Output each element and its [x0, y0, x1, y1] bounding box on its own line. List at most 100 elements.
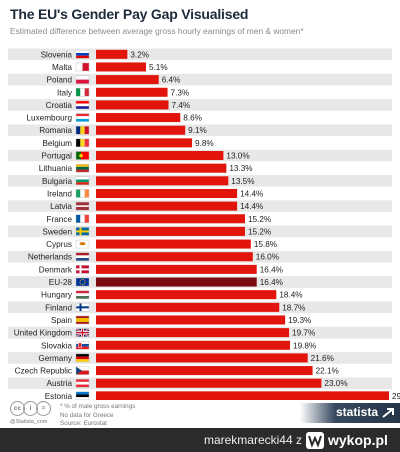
bar: [96, 366, 313, 376]
value-label: 3.2%: [130, 50, 149, 59]
wykop-logo[interactable]: wykop.pl: [306, 432, 392, 449]
bar-row-portugal: Portugal 13.0%: [8, 149, 392, 162]
country-label: Bulgaria: [42, 177, 72, 186]
bar-row-germany: Germany 21.6%: [8, 352, 392, 364]
bar-row-bulgaria: Bulgaria 13.5%: [8, 175, 392, 187]
country-label: Austria: [47, 379, 73, 388]
bar: [96, 62, 146, 72]
value-label: 13.3%: [229, 164, 252, 173]
chart-title: The EU's Gender Pay Gap Visualised: [10, 6, 249, 22]
country-label: Ireland: [47, 189, 72, 198]
bar: [96, 239, 251, 249]
bar: [96, 163, 227, 173]
country-label: Latvia: [50, 202, 72, 211]
flag-poland-icon: [75, 75, 90, 84]
country-label: United Kingdom: [14, 329, 72, 338]
flag-italy-icon: [75, 88, 90, 97]
wykop-logo-text: wykop.pl: [328, 432, 388, 448]
wykop-logo-icon: [306, 432, 324, 449]
country-label: Finland: [45, 303, 72, 312]
bar-row-malta: Malta 5.1%: [52, 62, 168, 72]
country-label: EU-28: [49, 278, 73, 287]
flag-latvia-icon: [75, 201, 90, 211]
bar-row-spain: Spain 19.3%: [51, 315, 311, 325]
flag-finland-icon: [75, 303, 90, 312]
bar-row-slovakia: Slovakia 19.8%: [41, 340, 316, 350]
bar: [96, 151, 224, 161]
bar: [96, 125, 186, 135]
flag-ireland-icon: [75, 189, 90, 198]
value-label: 14.4%: [240, 202, 263, 211]
flag-portugal-icon: [75, 151, 90, 160]
country-label: Portugal: [42, 152, 73, 161]
flag-romania-icon: [75, 126, 90, 135]
value-label: 18.4%: [279, 291, 302, 300]
bar: [96, 75, 159, 85]
flag-netherlands-icon: [75, 252, 90, 261]
bar: [96, 226, 245, 236]
flag-hungary-icon: [75, 290, 90, 299]
country-label: Croatia: [46, 101, 73, 110]
flag-belgium-icon: [75, 138, 90, 148]
bar: [96, 264, 257, 274]
value-label: 14.4%: [240, 189, 263, 198]
country-label: Denmark: [39, 265, 73, 274]
country-label: Slovenia: [41, 50, 73, 59]
footnote-percent: * % of male gross earnings: [60, 403, 136, 410]
bar-row-ireland: Ireland 14.4%: [47, 188, 263, 198]
value-label: 7.3%: [171, 88, 190, 97]
value-label: 16.4%: [260, 278, 283, 287]
footnote-source: Source: Eurostat: [60, 420, 107, 427]
country-label: Sweden: [42, 227, 72, 236]
row-stripe: [8, 99, 392, 111]
flag-bulgaria-icon: [75, 176, 90, 186]
bar: [96, 290, 277, 300]
bar: [96, 315, 286, 325]
value-label: 9.8%: [195, 139, 214, 148]
bar-row-slovenia: Slovenia 3.2%: [8, 48, 392, 61]
country-label: France: [47, 215, 73, 224]
flag-denmark-icon: [75, 265, 90, 274]
bar: [96, 391, 390, 400]
value-label: 15.2%: [248, 215, 271, 224]
flag-slovenia-icon: [75, 50, 90, 59]
bar-row-netherlands: Netherlands 16.0%: [8, 250, 392, 263]
value-label: 22.1%: [316, 367, 339, 376]
bar-row-eu-28: EU-28 16.4%: [8, 276, 392, 288]
flag-cyprus-icon: [75, 239, 90, 249]
row-stripe: [8, 48, 392, 61]
statista-brand-bar[interactable]: statista: [300, 403, 400, 423]
footnote-greece: No data for Greece: [60, 411, 114, 419]
footnotes: * % of male gross earnings No data for G…: [60, 403, 135, 429]
bar: [96, 340, 291, 350]
wykop-watermark: marekmarecki44 z wykop.pl: [0, 428, 400, 452]
bar: [96, 302, 280, 312]
bar: [96, 138, 193, 148]
value-label: 7.4%: [172, 101, 191, 110]
flag-croatia-icon: [75, 100, 90, 110]
country-label: Poland: [47, 76, 73, 85]
bar: [96, 378, 322, 388]
value-label: 8.6%: [183, 114, 202, 123]
country-label: Malta: [52, 63, 72, 72]
value-label: 18.7%: [282, 303, 305, 312]
bar-row-sweden: Sweden 15.2%: [8, 225, 392, 238]
flag-lithuania-icon: [75, 163, 90, 173]
country-label: Czech Republic: [15, 367, 72, 376]
flag-malta-icon: [75, 62, 90, 72]
bar-chart: Slovenia 3.2% Malta 5.1% Poland 6.4% Italy 7.3%…: [8, 48, 400, 400]
bar-row-estonia: Estonia 29.9%: [45, 391, 400, 400]
flag-united-kingdom-icon: [75, 327, 90, 338]
country-label: Italy: [57, 88, 73, 97]
flag-eu-icon: [75, 277, 90, 287]
chart-subtitle: Estimated difference between average gro…: [10, 26, 304, 36]
bar: [96, 100, 169, 110]
statista-handle: @Statista_com: [10, 419, 48, 425]
row-stripe: [8, 73, 392, 86]
value-label: 23.0%: [324, 379, 347, 388]
country-label: Luxembourg: [26, 114, 72, 123]
value-label: 15.8%: [254, 240, 277, 249]
bar: [96, 49, 128, 59]
value-label: 19.3%: [288, 316, 311, 325]
bar-row-austria: Austria 23.0%: [8, 377, 392, 390]
